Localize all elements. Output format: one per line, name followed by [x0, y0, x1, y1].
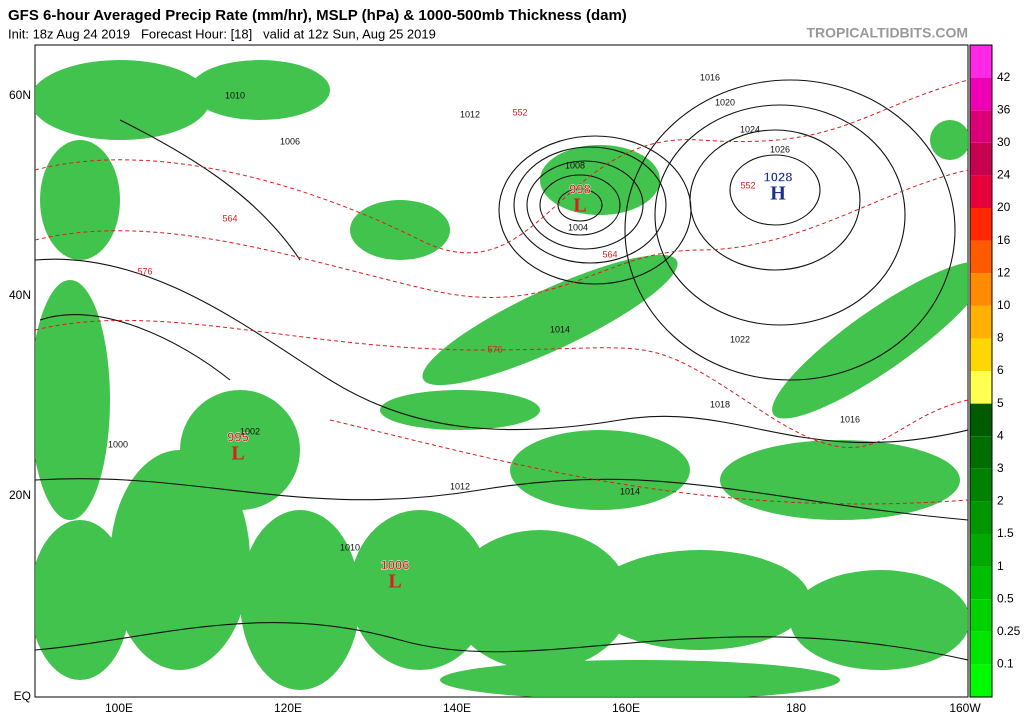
isobar-label: 1022 — [730, 334, 750, 344]
colorbar: 0.1 0.25 0.5 1 1.5 2 3 4 5 6 8 10 12 16 20 24 30 36 42 — [969, 44, 1021, 698]
lat-label: 40N — [9, 288, 31, 302]
colorbar-segment — [970, 175, 992, 208]
colorbar-label: 36 — [997, 102, 1011, 116]
thickness-label: 564 — [222, 213, 237, 223]
subtitle: Init: 18z Aug 24 2019 Forecast Hour: [18… — [8, 26, 436, 41]
colorbar-segment — [970, 240, 992, 274]
colorbar-label: 3 — [997, 461, 1004, 475]
colorbar-segment — [970, 664, 992, 697]
colorbar-segment — [970, 566, 992, 600]
colorbar-segment — [970, 338, 992, 371]
map-layer — [35, 60, 968, 697]
colorbar-label: 5 — [997, 396, 1004, 410]
lon-label: 160E — [612, 701, 640, 715]
colorbar-segment — [970, 273, 992, 306]
title: GFS 6-hour Averaged Precip Rate (mm/hr),… — [8, 7, 627, 24]
thickness-label: 552 — [740, 180, 755, 190]
colorbar-segment — [970, 631, 992, 665]
thickness-label: 576 — [487, 344, 502, 354]
isobar-label: 1002 — [240, 426, 260, 436]
colorbar-label: 1 — [997, 559, 1004, 573]
colorbar-label: 24 — [997, 168, 1011, 182]
colorbar-label: 12 — [997, 265, 1011, 279]
thickness-label: 576 — [137, 266, 152, 276]
lon-label: 100E — [105, 701, 133, 715]
isobar-label: 1004 — [568, 222, 588, 232]
colorbar-segment — [970, 110, 992, 143]
isobars — [35, 79, 968, 661]
isobar-label: 1018 — [710, 399, 730, 409]
colorbar-segment — [970, 371, 992, 404]
isobar-label: 1012 — [460, 109, 480, 119]
lat-label: 60N — [9, 88, 31, 102]
colorbar-label: 4 — [997, 428, 1004, 442]
brand: TROPICALTIDBITS.COM — [806, 25, 968, 41]
colorbar-label: 20 — [997, 200, 1011, 214]
colorbar-segment — [970, 142, 992, 176]
isobar-label: 1016 — [700, 72, 720, 82]
isobar-label: 1014 — [620, 486, 640, 496]
colorbar-label: 0.25 — [997, 624, 1021, 638]
system-symbol: L — [231, 443, 244, 465]
colorbar-label: 2 — [997, 494, 1004, 508]
colorbar-label: 8 — [997, 331, 1004, 345]
system-value: 995 — [227, 429, 249, 444]
lon-label: 120E — [274, 701, 302, 715]
colorbar-label: 42 — [997, 70, 1011, 84]
colorbar-label: 0.1 — [997, 657, 1014, 671]
lon-label: 160W — [949, 701, 981, 715]
colorbar-label: 30 — [997, 135, 1011, 149]
system-symbol: H — [770, 183, 786, 205]
lon-label: 180 — [786, 701, 806, 715]
isobar-label: 1016 — [840, 414, 860, 424]
system-symbol: L — [388, 571, 401, 593]
thickness — [35, 79, 968, 505]
colorbar-segment — [970, 403, 992, 437]
system-value: 1006 — [381, 557, 410, 572]
colorbar-segment — [970, 599, 992, 632]
thickness-label: 552 — [512, 107, 527, 117]
system-value: 998 — [569, 181, 591, 196]
thickness-label: 564 — [602, 249, 617, 259]
colorbar-segment — [970, 208, 992, 241]
colorbar-label: 16 — [997, 233, 1011, 247]
colorbar-segment — [970, 501, 992, 534]
isobar-label: 1020 — [715, 97, 735, 107]
colorbar-frame — [969, 44, 993, 698]
colorbar-label: 6 — [997, 363, 1004, 377]
colorbar-label: 1.5 — [997, 526, 1014, 540]
isobar-label: 1000 — [108, 439, 128, 449]
colorbar-segment — [970, 45, 992, 78]
lat-label: EQ — [14, 689, 31, 703]
isobar-label: 1026 — [770, 144, 790, 154]
isobar-label: 1024 — [740, 124, 760, 134]
colorbar-label: 0.5 — [997, 591, 1014, 605]
isobar-label: 1014 — [550, 324, 570, 334]
isobar-label: 1010 — [340, 542, 360, 552]
lon-label: 140E — [443, 701, 471, 715]
isobar-label: 1012 — [450, 481, 470, 491]
lat-label: 20N — [9, 488, 31, 502]
isobar-label: 1010 — [225, 90, 245, 100]
system-symbol: L — [573, 195, 586, 217]
system-value: 1028 — [764, 169, 793, 184]
colorbar-segment — [970, 77, 992, 111]
colorbar-segment — [970, 436, 992, 469]
colorbar-segment — [970, 305, 992, 339]
isobar-label: 1008 — [565, 160, 585, 170]
isobar-label: 1006 — [280, 136, 300, 146]
precip — [35, 60, 968, 697]
colorbar-segment — [970, 534, 992, 567]
colorbar-label: 10 — [997, 298, 1011, 312]
colorbar-segment — [970, 468, 992, 502]
